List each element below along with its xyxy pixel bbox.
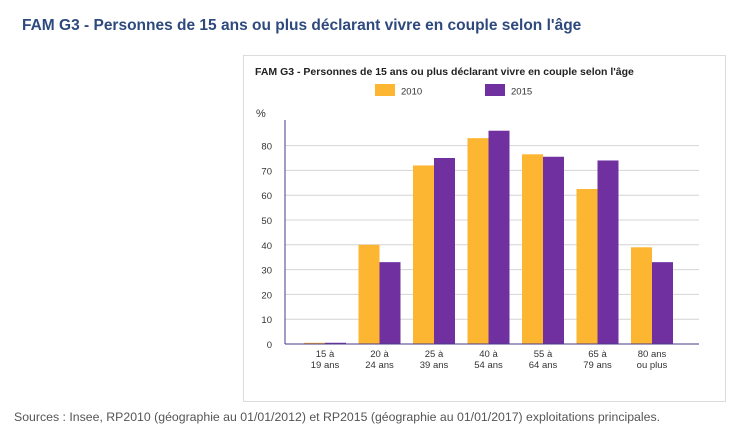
bar-2015-1 (379, 262, 401, 344)
x-tick-label: 39 ans (420, 360, 449, 371)
bar-2015-4 (543, 156, 564, 344)
bar-2010-4 (522, 154, 543, 344)
x-tick-label: 20 à (370, 349, 389, 360)
chart-title: FAM G3 - Personnes de 15 ans ou plus déc… (255, 66, 634, 78)
bar-2015-0 (325, 342, 346, 344)
bar-2015-3 (488, 130, 510, 344)
chart-legend: 2010 2015 (375, 84, 532, 98)
bar-2010-1 (358, 244, 380, 344)
x-tick-label: 80 ans (638, 349, 667, 360)
y-axis-ticks: 0 10 20 30 40 50 60 70 80 (261, 142, 272, 351)
x-tick-label: 15 à (316, 349, 335, 360)
y-tick-label: 40 (261, 241, 272, 252)
y-axis-label: % (256, 108, 266, 120)
bar-2010-6 (631, 247, 652, 344)
x-tick-label: 24 ans (365, 360, 394, 371)
y-tick-label: 70 (261, 166, 272, 177)
x-axis-ticks: 15 à19 ans 20 à24 ans 25 à39 ans 40 à54 ans… (311, 349, 668, 371)
x-tick-label: 79 ans (583, 360, 612, 371)
x-tick-label: 65 à (588, 349, 607, 360)
x-tick-label: 40 à (479, 349, 498, 360)
y-tick-label: 20 (261, 290, 272, 301)
x-tick-label: 64 ans (529, 360, 558, 371)
y-tick-label: 10 (261, 315, 272, 326)
x-tick-label: 19 ans (311, 360, 340, 371)
bar-2010-2 (413, 165, 434, 344)
y-tick-label: 60 (261, 191, 272, 202)
bar-chart: FAM G3 - Personnes de 15 ans ou plus déc… (255, 66, 699, 371)
x-tick-label: 25 à (425, 349, 444, 360)
bar-2010-5 (576, 189, 598, 344)
chart-container: FAM G3 - Personnes de 15 ans ou plus déc… (243, 55, 726, 402)
y-tick-label: 0 (267, 340, 272, 351)
bars (304, 130, 673, 344)
bar-2015-5 (597, 160, 619, 344)
legend-swatch-2010 (375, 84, 395, 96)
y-tick-label: 30 (261, 266, 272, 277)
x-tick-label: 54 ans (474, 360, 503, 371)
y-tick-label: 80 (261, 142, 272, 153)
bar-2015-2 (434, 158, 455, 344)
x-tick-label: 55 à (534, 349, 553, 360)
bar-2010-3 (467, 138, 489, 344)
legend-label-2010: 2010 (401, 87, 422, 98)
legend-swatch-2015 (485, 84, 505, 96)
legend-label-2015: 2015 (511, 87, 532, 98)
sources-note: Sources : Insee, RP2010 (géographie au 0… (14, 410, 661, 424)
bar-2010-0 (304, 342, 325, 344)
page-title: FAM G3 - Personnes de 15 ans ou plus déc… (22, 17, 582, 34)
y-tick-label: 50 (261, 216, 272, 227)
bar-2015-6 (652, 262, 673, 344)
x-tick-label: ou plus (637, 360, 668, 371)
